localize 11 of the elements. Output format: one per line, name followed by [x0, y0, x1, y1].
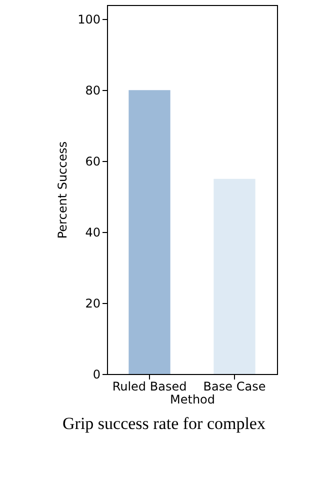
y-tick-label: 100	[78, 12, 100, 27]
y-tick-label: 40	[85, 226, 100, 240]
y-tick-label: 20	[85, 296, 100, 311]
y-tick-label: 0	[92, 368, 100, 382]
y-tick-label: 80	[85, 84, 100, 98]
y-tick-label: 60	[85, 154, 100, 169]
x-tick-label: Base Case	[203, 380, 266, 394]
y-axis-title: Percent Success	[56, 141, 70, 239]
text: Grip success rate for complex	[62, 414, 266, 434]
x-tick-label: Ruled Based	[112, 380, 187, 394]
x-axis-title: Method	[170, 392, 216, 406]
